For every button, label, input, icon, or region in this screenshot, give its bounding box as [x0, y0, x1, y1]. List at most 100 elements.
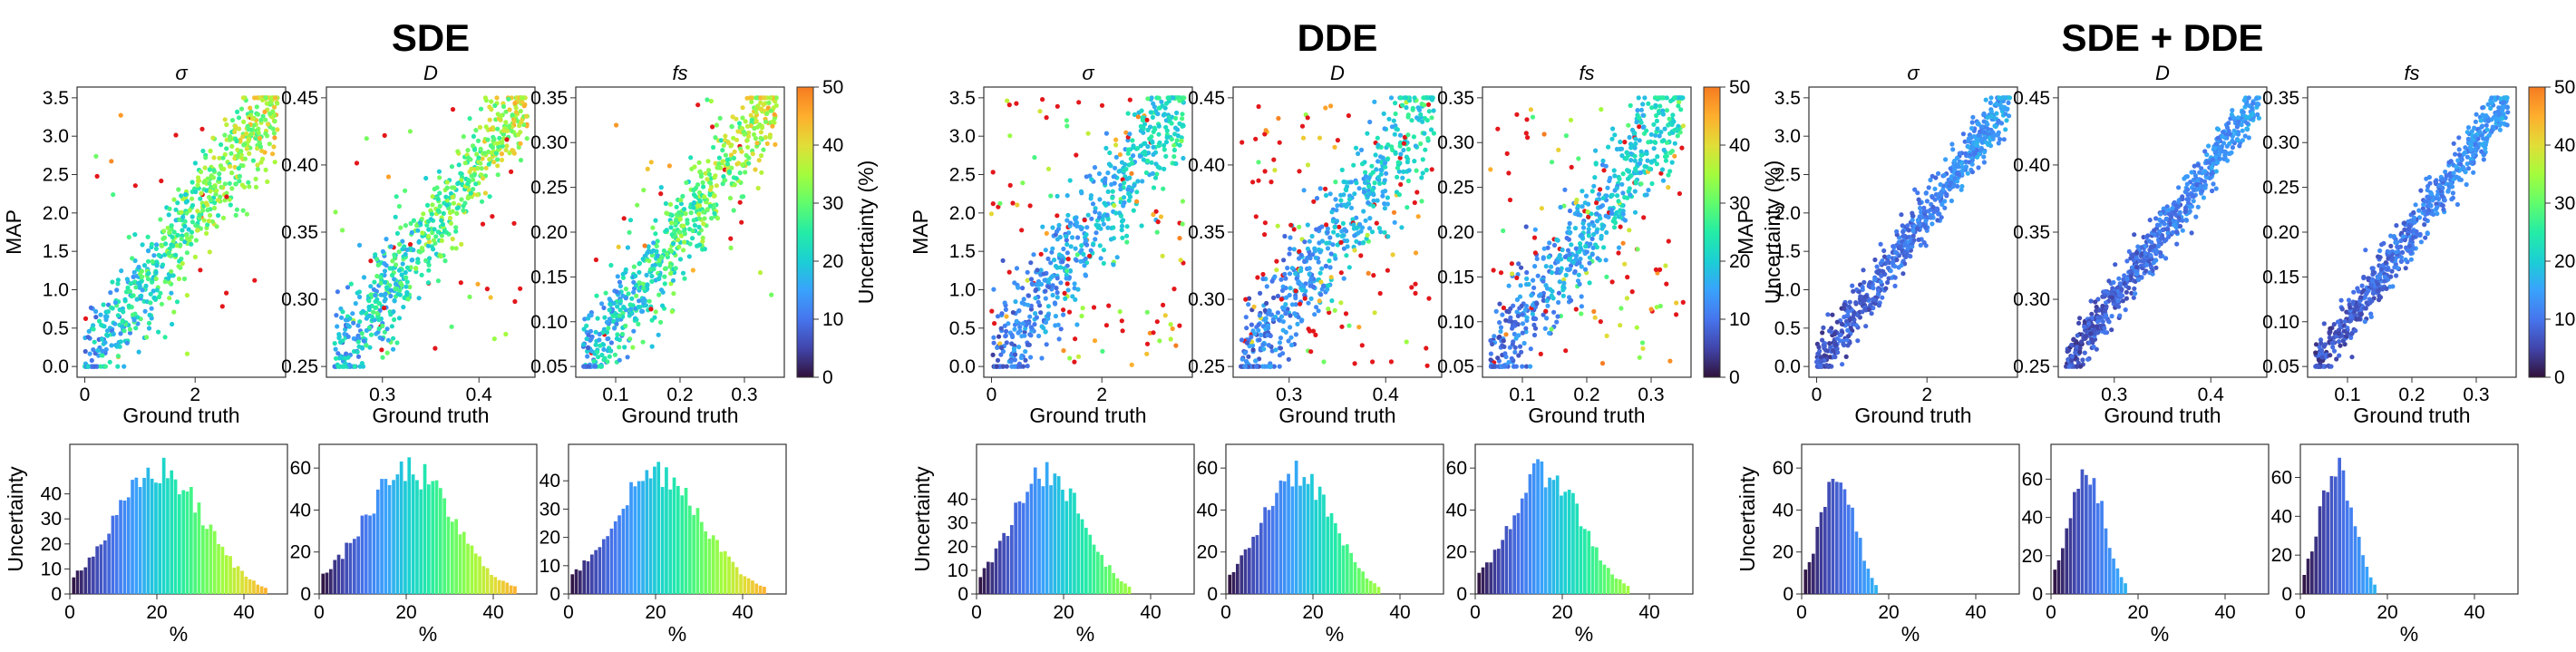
- hist-bar: [384, 479, 388, 594]
- colorbar-label: Uncertainty (%): [1761, 161, 1784, 304]
- scatter-point: [1567, 208, 1573, 214]
- hist-bar: [582, 560, 587, 594]
- scatter-point: [1614, 185, 1619, 190]
- scatter-point: [1280, 305, 1286, 310]
- scatter-point: [1679, 145, 1685, 151]
- scatter-point: [1550, 288, 1555, 294]
- scatter-point: [1557, 279, 1562, 285]
- scatter-point: [1624, 155, 1629, 161]
- scatter-point: [654, 243, 659, 248]
- scatter-point: [1123, 161, 1128, 167]
- scatter-point: [258, 117, 264, 123]
- scatter-point: [1043, 296, 1048, 301]
- scatter-point: [1533, 316, 1539, 322]
- scatter-point: [1593, 161, 1599, 166]
- y-tick-label: 0.45: [281, 88, 318, 109]
- scatter-point: [394, 340, 400, 345]
- scatter-point: [996, 204, 1001, 209]
- scatter-point: [1140, 179, 1145, 184]
- scatter-point: [165, 276, 171, 281]
- scatter-point: [1005, 98, 1010, 103]
- scatter-point: [1380, 193, 1385, 199]
- hist-y-tick-label: 20: [948, 537, 968, 558]
- scatter-point: [1549, 326, 1554, 332]
- scatter-point: [631, 289, 637, 295]
- scatter-point: [195, 182, 200, 188]
- hist-bar: [1290, 486, 1295, 594]
- scatter-point: [995, 345, 1000, 350]
- scatter-point: [1330, 219, 1336, 224]
- scatter-point: [131, 274, 136, 279]
- scatter-point: [1010, 200, 1016, 206]
- scatter-point: [1124, 233, 1130, 238]
- scatter-point: [490, 214, 495, 219]
- scatter-point: [708, 98, 714, 104]
- scatter-point: [235, 109, 240, 114]
- scatter-point: [623, 323, 628, 328]
- scatter-point: [1089, 177, 1094, 182]
- scatter-point: [1038, 268, 1044, 273]
- scatter-point: [1593, 148, 1599, 153]
- scatter-point: [1579, 304, 1584, 309]
- scatter-point: [1583, 193, 1589, 199]
- scatter-point: [623, 287, 629, 292]
- scatter-point: [667, 264, 673, 269]
- hist-y-tick-label: 0: [1456, 584, 1467, 605]
- scatter-point: [450, 246, 455, 251]
- scatter-point: [190, 214, 195, 219]
- x-axis-label: Ground truth: [372, 404, 489, 427]
- scatter-point: [111, 192, 116, 198]
- scatter-point: [1358, 229, 1364, 234]
- scatter-point: [1332, 307, 1337, 313]
- hist-y-tick-label: 30: [948, 513, 968, 534]
- scatter-point: [211, 155, 217, 161]
- scatter-point: [119, 268, 124, 274]
- scatter-point: [98, 364, 103, 369]
- scatter-point: [656, 253, 661, 258]
- scatter-point: [1615, 193, 1620, 199]
- scatter-point: [404, 265, 410, 270]
- scatter-point: [109, 159, 114, 164]
- hist-bar: [1045, 462, 1049, 594]
- scatter-point: [1080, 306, 1085, 311]
- scatter-point: [1004, 314, 1009, 319]
- scatter-point: [1253, 214, 1259, 219]
- scatter-point: [1293, 271, 1298, 277]
- scatter-point: [1125, 111, 1131, 116]
- scatter-point: [467, 116, 472, 122]
- scatter-point: [690, 236, 695, 241]
- hist-bar: [75, 570, 80, 594]
- scatter-point: [417, 220, 423, 226]
- y-tick-label: 0.30: [1188, 289, 1225, 310]
- scatter-point: [712, 210, 717, 216]
- scatter-point: [635, 202, 640, 208]
- scatter-point: [184, 250, 190, 256]
- scatter-point: [489, 99, 494, 104]
- hist-x-tick-label: 20: [1053, 602, 1074, 623]
- scatter-point: [1258, 290, 1263, 296]
- scatter-point: [433, 345, 438, 351]
- scatter-point: [1012, 326, 1017, 332]
- scatter-point: [1346, 112, 1351, 119]
- scatter-point: [1179, 135, 1184, 141]
- scatter-point: [368, 258, 374, 264]
- scatter-point: [108, 290, 113, 296]
- scatter-point: [495, 163, 501, 169]
- scatter-point: [1622, 140, 1628, 145]
- scatter-point: [444, 202, 450, 208]
- scatter-point: [333, 355, 339, 361]
- scatter-point: [1495, 355, 1501, 361]
- scatter-point: [668, 225, 674, 230]
- scatter-point: [437, 203, 442, 209]
- scatter-point: [1563, 133, 1569, 139]
- scatter-point: [1509, 261, 1514, 267]
- scatter-point: [1402, 134, 1407, 140]
- scatter-point: [599, 352, 605, 358]
- scatter-point: [1119, 219, 1125, 224]
- scatter-point: [714, 216, 721, 221]
- scatter-point: [251, 122, 257, 128]
- scatter-point: [1591, 231, 1597, 238]
- scatter-point: [1308, 349, 1314, 355]
